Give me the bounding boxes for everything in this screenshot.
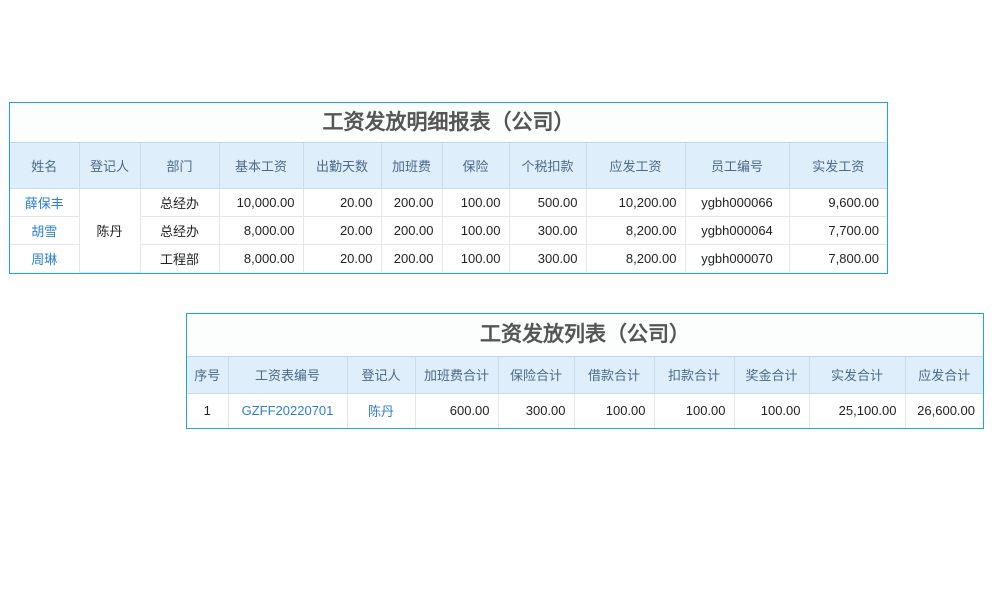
column-header: 基本工资 xyxy=(219,143,304,189)
column-header: 序号 xyxy=(187,357,229,394)
table-cell: 500.00 xyxy=(509,188,587,217)
column-header: 实发合计 xyxy=(809,357,906,394)
column-header: 个税扣款 xyxy=(509,143,587,189)
table-cell: 100.00 xyxy=(574,393,655,428)
column-header: 登记人 xyxy=(347,357,416,394)
salary-list-report: 工资发放列表（公司） 序号 工资表编号 登记人 加班费合计 保险合计 借款合计 扣款合计 奖金… xyxy=(186,313,984,429)
column-header: 借款合计 xyxy=(574,357,655,394)
column-header: 保险 xyxy=(442,143,510,189)
detail-table: 姓名 登记人 部门 基本工资 出勤天数 加班费 保险 个税扣款 应发工资 员工编号 实发工资 薛保丰… xyxy=(10,143,887,273)
column-header: 扣款合计 xyxy=(654,357,735,394)
table-cell: 7,800.00 xyxy=(789,244,887,272)
table-cell: 600.00 xyxy=(415,393,499,428)
column-header: 出勤天数 xyxy=(303,143,382,189)
column-header: 奖金合计 xyxy=(734,357,810,394)
registrar-link[interactable]: 陈丹 xyxy=(347,393,416,428)
column-header: 应发合计 xyxy=(905,357,983,394)
table-cell: 100.00 xyxy=(442,188,510,217)
column-header: 加班费合计 xyxy=(415,357,499,394)
column-header: 工资表编号 xyxy=(228,357,348,394)
list-title: 工资发放列表（公司） xyxy=(187,314,983,357)
table-cell: 1 xyxy=(187,393,229,428)
table-cell: 200.00 xyxy=(381,216,443,245)
table-cell: 工程部 xyxy=(140,244,220,272)
registrar-cell: 陈丹 xyxy=(79,188,141,273)
table-cell: 200.00 xyxy=(381,188,443,217)
column-header: 应发工资 xyxy=(586,143,686,189)
table-row: 胡雪 总经办 8,000.00 20.00 200.00 100.00 300.00 8,20… xyxy=(10,216,887,245)
table-cell: 100.00 xyxy=(734,393,810,428)
table-cell: 7,700.00 xyxy=(789,216,887,245)
table-row: 周琳 工程部 8,000.00 20.00 200.00 100.00 300.00 8,20… xyxy=(10,244,887,272)
table-cell: 总经办 xyxy=(140,216,220,245)
table-cell: 200.00 xyxy=(381,244,443,272)
table-cell: 20.00 xyxy=(303,244,382,272)
employee-name-link[interactable]: 薛保丰 xyxy=(10,188,80,217)
table-cell: 100.00 xyxy=(654,393,735,428)
list-table: 序号 工资表编号 登记人 加班费合计 保险合计 借款合计 扣款合计 奖金合计 实发合计 应发合计 … xyxy=(187,357,983,428)
table-row: 薛保丰 陈丹 总经办 10,000.00 20.00 200.00 100.00 500.00… xyxy=(10,188,887,273)
table-cell: 10,200.00 xyxy=(586,188,686,217)
column-header: 保险合计 xyxy=(498,357,575,394)
table-cell: 10,000.00 xyxy=(219,188,304,217)
table-cell: ygbh000064 xyxy=(685,216,790,245)
column-header: 加班费 xyxy=(381,143,443,189)
table-cell: 300.00 xyxy=(498,393,575,428)
employee-name-link[interactable]: 周琳 xyxy=(10,244,80,272)
table-cell: 8,000.00 xyxy=(219,244,304,272)
employee-name-link[interactable]: 胡雪 xyxy=(10,216,80,245)
column-header: 姓名 xyxy=(10,143,80,189)
table-cell: 9,600.00 xyxy=(789,188,887,217)
table-cell: 20.00 xyxy=(303,188,382,217)
column-header: 员工编号 xyxy=(685,143,790,189)
salary-detail-report: 工资发放明细报表（公司） 姓名 登记人 部门 基本工资 出勤天数 加班费 保险 个税扣款 应发工… xyxy=(9,102,888,274)
table-row: 1 GZFF20220701 陈丹 600.00 300.00 100.00 100.00 1… xyxy=(187,393,983,428)
table-cell: ygbh000066 xyxy=(685,188,790,217)
column-header: 部门 xyxy=(140,143,220,189)
table-cell: 8,000.00 xyxy=(219,216,304,245)
table-cell: 25,100.00 xyxy=(809,393,906,428)
table-cell: ygbh000070 xyxy=(685,244,790,272)
column-header: 登记人 xyxy=(79,143,141,189)
table-cell: 100.00 xyxy=(442,244,510,272)
table-cell: 100.00 xyxy=(442,216,510,245)
table-cell: 8,200.00 xyxy=(586,216,686,245)
table-cell: 8,200.00 xyxy=(586,244,686,272)
table-cell: 20.00 xyxy=(303,216,382,245)
table-cell: 300.00 xyxy=(509,216,587,245)
column-header: 实发工资 xyxy=(789,143,887,189)
table-cell: 总经办 xyxy=(140,188,220,217)
detail-title: 工资发放明细报表（公司） xyxy=(10,103,887,143)
salary-sheet-code-link[interactable]: GZFF20220701 xyxy=(228,393,348,428)
table-cell: 26,600.00 xyxy=(905,393,983,428)
table-cell: 300.00 xyxy=(509,244,587,272)
